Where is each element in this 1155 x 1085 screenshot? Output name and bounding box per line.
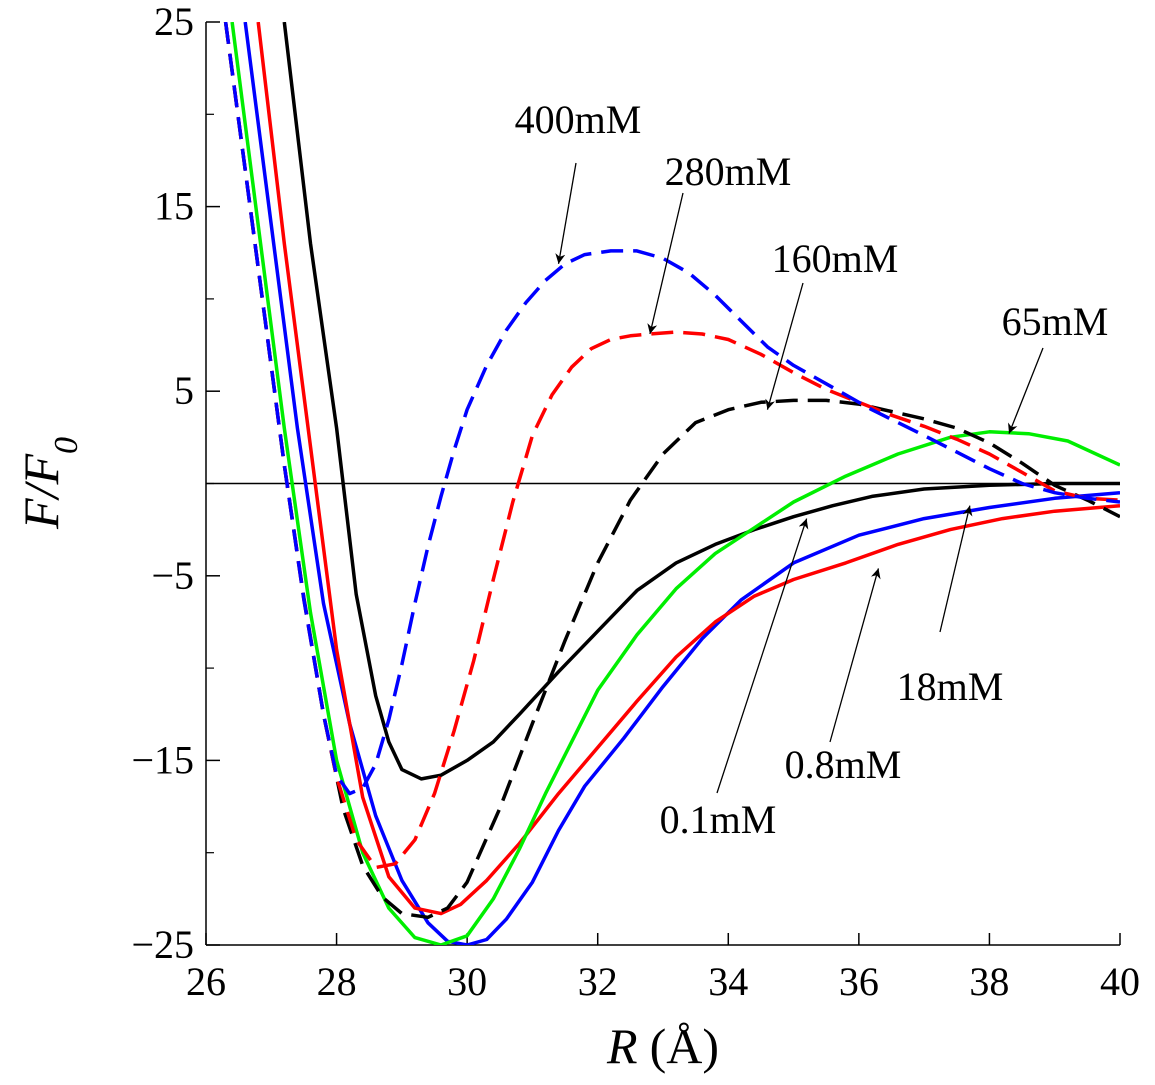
annotation-arrow-0-8mm [829, 568, 881, 743]
y-axis-label: F/F [13, 454, 69, 530]
series-label-18mm: 18mM [897, 664, 1004, 709]
x-axis-title: R (Å) [606, 1018, 719, 1074]
annotation-arrow-0-1mm [716, 518, 809, 794]
series-line-280mm [223, 22, 1120, 870]
y-axis-subscript: 0 [48, 437, 85, 454]
series-label-400mm: 400mM [515, 97, 642, 142]
y-axis-title: F/F0 [13, 437, 85, 530]
x-tick-label: 40 [1100, 959, 1140, 1004]
series-label-0-8mm: 0.8mM [785, 742, 902, 787]
series-label-65mm: 65mM [1002, 299, 1109, 344]
x-axis-label: R [606, 1018, 638, 1074]
series-line-18mm [256, 22, 1120, 916]
y-tick-label: −5 [151, 553, 194, 598]
y-tick-label: 25 [154, 0, 194, 44]
y-tick-label: −25 [131, 922, 194, 967]
svg-text:F/F0: F/F0 [13, 437, 85, 530]
y-tick-label: 15 [154, 184, 194, 229]
annotation-arrow-65mm [1008, 347, 1044, 434]
x-tick-label: 26 [186, 959, 226, 1004]
series-line-160mm [223, 22, 1120, 920]
x-tick-label: 32 [578, 959, 618, 1004]
series-line-65mm [230, 22, 1120, 945]
x-tick-label: 38 [969, 959, 1009, 1004]
series-line-0-1mm [282, 22, 1120, 781]
series-label-160mm: 160mM [772, 236, 899, 281]
series-label-0-1mm: 0.1mM [660, 797, 777, 842]
x-tick-label: 30 [447, 959, 487, 1004]
annotation-arrow-400mm [555, 162, 577, 264]
annotation-arrow-18mm [939, 505, 973, 633]
y-tick-label: −15 [131, 737, 194, 782]
y-tick-label: 5 [174, 368, 194, 413]
x-axis-unit: (Å) [650, 1018, 719, 1074]
annotation-arrow-160mm [765, 282, 804, 410]
x-tick-label: 36 [839, 959, 879, 1004]
series-layer [223, 22, 1120, 945]
series-label-280mm: 280mM [665, 149, 792, 194]
series-line-400mm [223, 22, 1120, 796]
annotation-arrow-280mm [647, 192, 684, 335]
x-tick-label: 28 [317, 959, 357, 1004]
x-tick-label: 34 [708, 959, 748, 1004]
